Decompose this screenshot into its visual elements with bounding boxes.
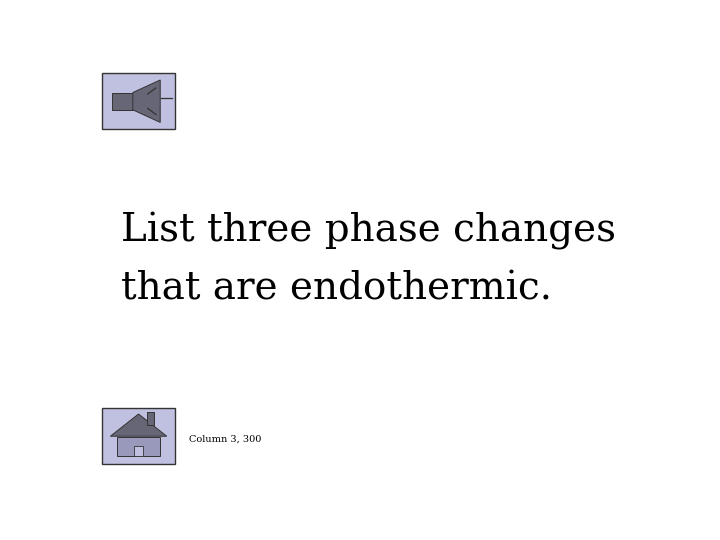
Text: List three phase changes: List three phase changes [121, 212, 616, 250]
Bar [117, 437, 160, 456]
Bar [102, 408, 175, 464]
Bar [134, 446, 143, 456]
Polygon shape [112, 92, 132, 110]
Bar [147, 411, 154, 425]
Polygon shape [132, 80, 161, 123]
Bar [102, 73, 175, 129]
Polygon shape [110, 414, 167, 436]
Text: that are endothermic.: that are endothermic. [121, 271, 552, 308]
Text: Column 3, 300: Column 3, 300 [189, 434, 261, 443]
